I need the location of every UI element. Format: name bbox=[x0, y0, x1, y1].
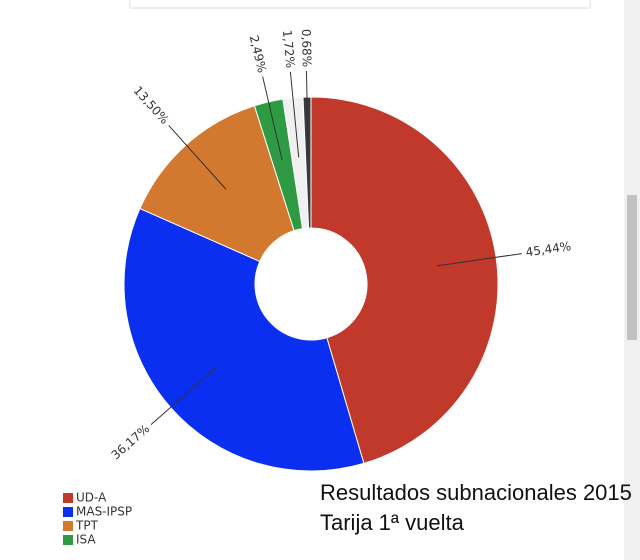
legend-label: TPT bbox=[75, 519, 99, 533]
leader-line bbox=[168, 125, 227, 190]
leader-line bbox=[150, 367, 216, 425]
slice bbox=[302, 96, 312, 229]
slice bbox=[123, 207, 365, 472]
data-label: 2,49% bbox=[247, 34, 269, 74]
legend-swatch bbox=[63, 493, 73, 503]
legend-swatch bbox=[63, 521, 73, 531]
leader-line bbox=[289, 71, 300, 158]
leader-line bbox=[436, 253, 522, 267]
slice bbox=[310, 96, 499, 464]
top-panel bbox=[129, 0, 591, 9]
legend-label: UD-A bbox=[76, 491, 107, 505]
data-label: 45,44% bbox=[525, 239, 572, 259]
data-label: 36,17% bbox=[109, 422, 153, 463]
scrollbar-thumb[interactable] bbox=[627, 195, 637, 340]
chart-title: Resultados subnacionales 2015 Tarija 1ª … bbox=[320, 480, 632, 535]
legend-swatch bbox=[63, 507, 73, 517]
legend-label: MAS-IPSP bbox=[76, 505, 132, 519]
data-label: 0,68% bbox=[299, 29, 314, 67]
data-label: 1,72% bbox=[280, 29, 298, 68]
leader-line bbox=[262, 76, 283, 161]
legend-label: ISA bbox=[76, 533, 96, 547]
leader-line bbox=[305, 71, 309, 157]
legend-swatch bbox=[63, 535, 73, 545]
donut: 45,44% 36,17% 13,50% 2,49% 1,72% 0,68% bbox=[109, 29, 572, 472]
data-label: 13,50% bbox=[131, 83, 172, 126]
slice bbox=[139, 105, 295, 263]
